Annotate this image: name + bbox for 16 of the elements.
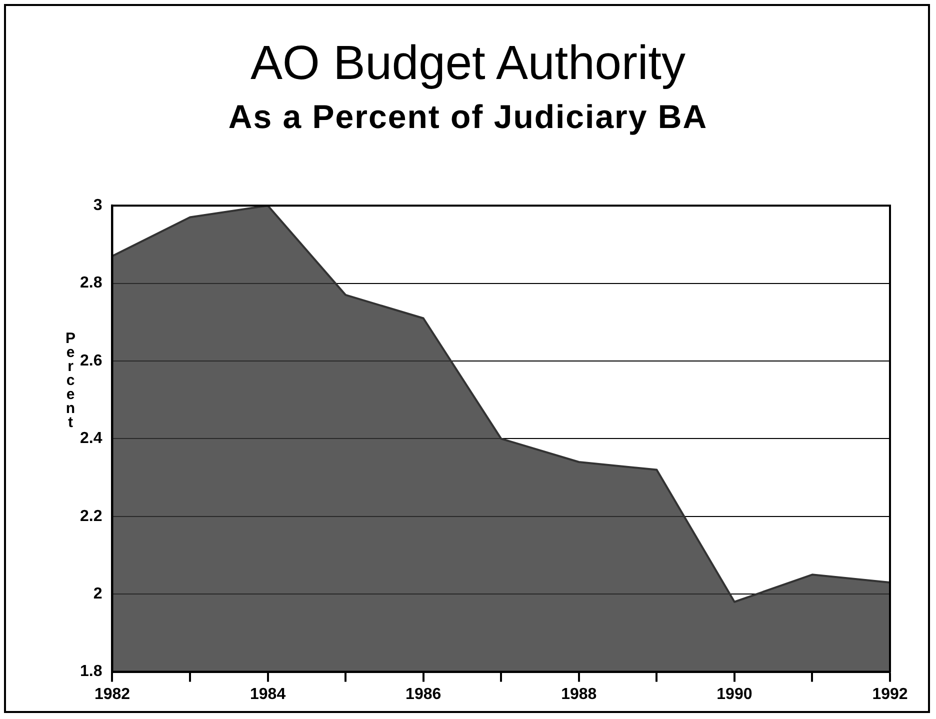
chart-subtitle: As a Percent of Judiciary BA (227, 98, 709, 136)
y-tick-label: 1.8 (80, 663, 102, 680)
x-tick-label: 1982 (94, 686, 130, 703)
y-tick-label: 2.8 (80, 274, 102, 292)
x-tick-label: 1988 (561, 686, 597, 703)
y-tick-label: 3 (93, 197, 102, 214)
y-axis-title: Percent (62, 330, 79, 428)
x-tick-label: 1990 (716, 686, 752, 703)
y-tick-label: 2 (93, 586, 102, 603)
y-tick-label: 2.2 (80, 508, 102, 525)
x-tick-label: 1984 (250, 686, 286, 703)
y-tick-label: 2.6 (80, 352, 102, 370)
y-tick-label: 2.4 (80, 430, 102, 448)
chart-title: AO Budget Authority (250, 36, 686, 91)
x-tick-label: 1986 (406, 686, 442, 703)
x-tick-label: 1992 (872, 686, 908, 703)
